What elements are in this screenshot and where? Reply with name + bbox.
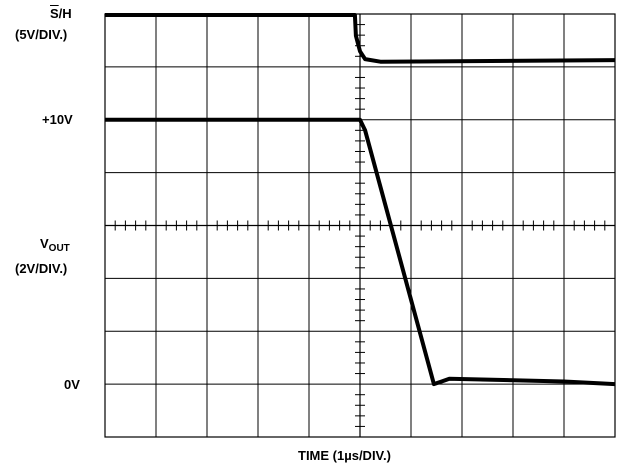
vout-label: VOUT [40,236,70,256]
sh-label: S/H [50,6,72,21]
sh-trace-line [105,13,616,64]
vout-scale-label: (2V/DIV.) [15,261,68,276]
chart-grid [104,13,616,438]
sh-label-h: /H [58,6,72,21]
zero-v-label: 0V [64,377,80,392]
sh-label-s: S [50,6,59,21]
vout-trace-line [105,117,616,387]
vout-label-sub: OUT [48,243,70,254]
chart-traces [105,13,616,387]
center-axis-ticks [114,24,606,427]
vout-label-main: V [40,236,49,251]
plus10v-label: +10V [42,112,73,127]
time-axis-label: TIME (1µs/DIV.) [298,448,391,463]
sh-scale-label: (5V/DIV.) [15,27,68,42]
